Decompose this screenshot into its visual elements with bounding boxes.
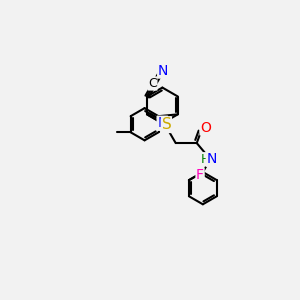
Text: F: F xyxy=(196,168,204,182)
Text: N: N xyxy=(206,152,217,166)
Text: C: C xyxy=(148,77,157,90)
Text: N: N xyxy=(158,64,168,78)
Text: S: S xyxy=(161,117,171,132)
Text: N: N xyxy=(157,116,168,130)
Text: O: O xyxy=(200,121,211,135)
Text: H: H xyxy=(201,153,210,166)
